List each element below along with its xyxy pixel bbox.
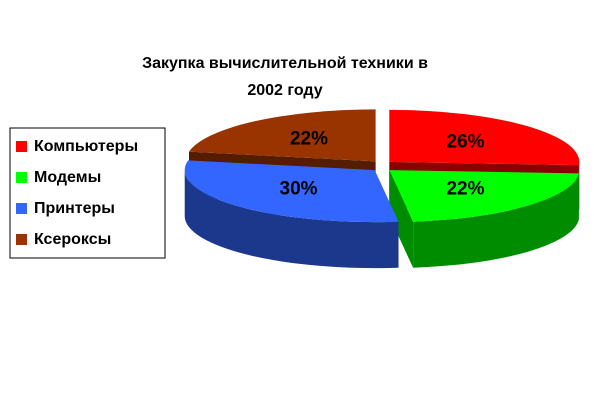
chart-title: Закупка вычислительной техники в 2002 го… [142, 55, 428, 99]
slice-top [389, 109, 580, 166]
slice-top [389, 170, 579, 222]
legend-label: Ксероксы [34, 231, 111, 248]
legend-swatch [16, 203, 27, 214]
slice-top [188, 109, 376, 162]
data-label: 22% [290, 128, 328, 149]
legend-swatch [16, 141, 27, 152]
slice: 22% [389, 170, 579, 268]
legend-label: Принтеры [34, 200, 115, 217]
legend-label: Модемы [34, 169, 101, 186]
slice-side [184, 170, 399, 269]
legend-label: Компьютеры [34, 138, 138, 155]
legend-box [9, 127, 166, 259]
legend-swatch [16, 172, 27, 183]
slice-side [413, 173, 579, 268]
slice-top [184, 160, 399, 223]
legend-swatch [16, 234, 27, 245]
data-label: 30% [280, 179, 318, 200]
slice-face [389, 170, 414, 268]
slice: 30% [184, 160, 399, 269]
data-label: 26% [446, 131, 484, 152]
data-label: 22% [446, 179, 484, 200]
